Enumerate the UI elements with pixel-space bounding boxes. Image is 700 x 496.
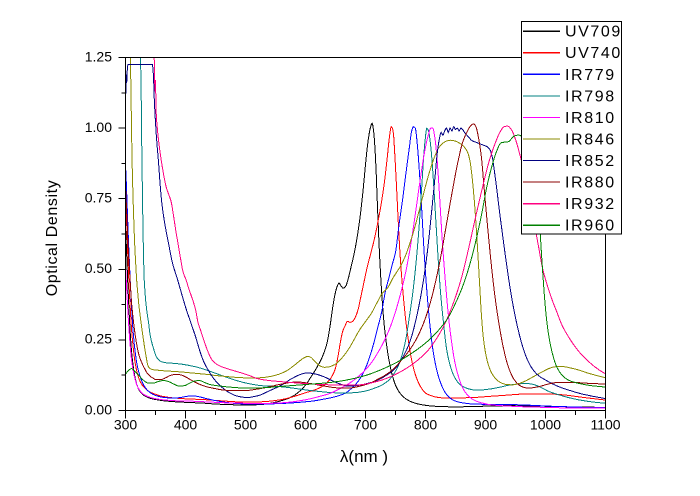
svg-text:0.25: 0.25 (85, 331, 112, 347)
svg-text:0.00: 0.00 (85, 401, 112, 417)
svg-text:900: 900 (474, 417, 498, 433)
svg-text:0.75: 0.75 (85, 190, 112, 206)
svg-text:1000: 1000 (530, 417, 561, 433)
svg-text:1.25: 1.25 (85, 48, 112, 64)
svg-text:IR779: IR779 (565, 67, 616, 84)
svg-text:UV709: UV709 (565, 24, 622, 41)
svg-text:Optical Density: Optical Density (44, 180, 61, 297)
svg-text:400: 400 (174, 417, 198, 433)
svg-text:600: 600 (294, 417, 318, 433)
svg-text:700: 700 (354, 417, 378, 433)
svg-text:500: 500 (234, 417, 258, 433)
svg-text:IR960: IR960 (565, 218, 616, 235)
svg-text:800: 800 (414, 417, 438, 433)
svg-text:IR880: IR880 (565, 175, 616, 192)
svg-text:1100: 1100 (590, 417, 620, 433)
svg-text:0.50: 0.50 (85, 260, 112, 276)
svg-text:IR810: IR810 (565, 110, 616, 127)
svg-text:IR932: IR932 (565, 196, 616, 213)
svg-text:λ(nm ): λ(nm ) (340, 447, 388, 466)
svg-text:IR846: IR846 (565, 131, 616, 148)
svg-text:300: 300 (114, 417, 138, 433)
svg-text:1.00: 1.00 (85, 119, 112, 135)
svg-text:IR852: IR852 (565, 153, 616, 170)
svg-text:UV740: UV740 (565, 45, 622, 62)
svg-text:IR798: IR798 (565, 88, 616, 105)
